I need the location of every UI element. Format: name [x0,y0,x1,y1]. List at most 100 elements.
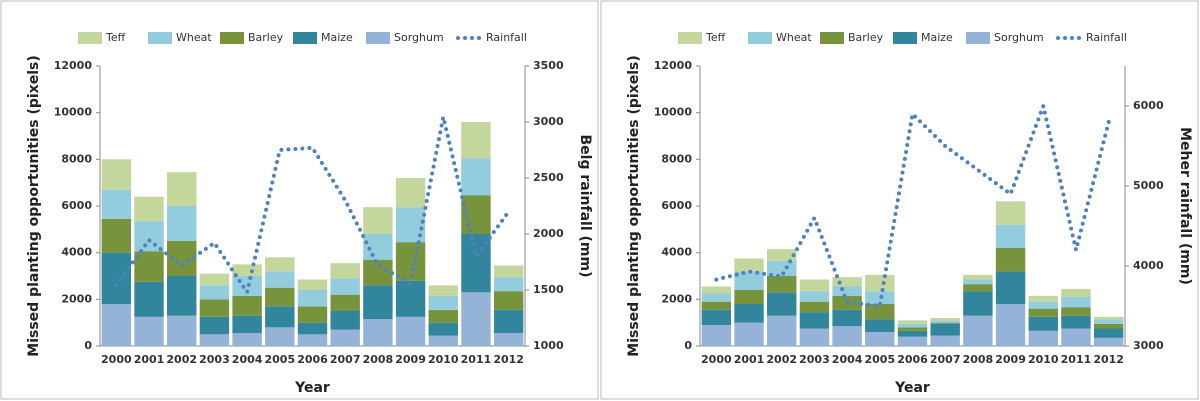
x-tick-label: 2005 [264,353,295,366]
bar-segment [799,328,830,346]
x-tick-label: 2012 [1093,353,1124,366]
bar-segment [134,281,164,317]
bar-segment [101,252,132,304]
bar-segment [865,332,895,346]
bar-segment [897,320,928,324]
bar-segment [461,292,491,346]
x-tick-label: 2009 [395,353,426,366]
bar-segment [232,295,262,316]
bar-segment [897,330,928,337]
bar-segment [297,290,328,307]
bar-segment [265,327,295,346]
bar-segment [199,316,230,335]
bar-segment [493,277,524,292]
x-tick-label: 2002 [166,353,197,366]
bar-segment [265,306,295,328]
bar-segment [701,325,732,346]
bar-segment [330,329,360,346]
bar-segment [930,322,960,324]
bar-segment [734,258,764,272]
bar-segment [799,301,830,313]
bar-segment [865,319,895,332]
bar-segment [1061,307,1091,316]
bar-segment [1061,297,1091,308]
legend-label: Rainfall [486,31,527,44]
y2-tick-label: 1000 [533,339,564,352]
chart-panel: 0 2000 4000 6000 8000 10000 12000 3000 4000 5000 6… [600,0,1199,400]
bar-segment [897,327,928,331]
rainfall-line [714,99,1111,309]
bar-segment [1028,330,1058,346]
y-tick-label: 10000 [654,106,693,119]
chart-panel: 0200040006000800010000120001000150020002… [0,0,599,400]
bar-segment [930,320,960,323]
x-tick-label: 2000 [101,353,132,366]
legend-marker [966,32,990,44]
bar-segment [1093,316,1124,320]
bar-segment [265,271,295,288]
bar-segment [199,285,230,300]
legend-marker [366,32,390,44]
legend-label: Teff [705,31,726,44]
legend-label: Rainfall [1086,31,1127,44]
legend-marker [220,32,244,44]
y-tick-label: 8000 [661,152,692,165]
bar-segment [134,251,164,282]
panel-border [600,0,1199,400]
y-tick-label: 8000 [61,152,92,165]
x-tick-label: 2010 [428,353,459,366]
x-tick-label: 2001 [134,353,165,366]
bar-segment [865,274,895,292]
bar-segment [330,263,360,279]
y2-tick-label: 2000 [533,227,564,240]
bar-segment [265,287,295,307]
bar-segment [395,178,426,208]
bar-segment [963,315,993,346]
legend-marker [893,32,917,44]
bar-segment [734,322,764,346]
y2-tick-label: 3000 [1133,339,1164,352]
y2-tick-label: 6000 [1133,99,1164,112]
x-tick-label: 2002 [766,353,797,366]
x-tick-label: 2012 [493,353,524,366]
bar-segment [832,326,862,346]
legend-marker [820,32,844,44]
y2-tick-label: 2500 [533,171,564,184]
y-tick-label: 6000 [661,199,692,212]
y-tick-label: 12000 [54,59,93,72]
bar-segment [167,315,197,346]
bar-segment [963,291,993,316]
bar-segment [832,286,862,296]
bar-segment [363,207,393,234]
bar-segment [167,172,197,206]
bar-segment [865,304,895,320]
bar-segment [493,333,524,346]
x-tick-label: 2005 [864,353,895,366]
legend-marker [293,32,317,44]
legend-label: Sorghum [994,31,1044,44]
bar-segment [799,291,830,302]
bar-segment [1061,315,1091,329]
bar-segment [101,304,132,346]
bar-segment [767,249,797,261]
legend-label: Sorghum [394,31,444,44]
bar-segment [930,323,960,336]
y-tick-label: 2000 [61,292,92,305]
bar-segment [167,206,197,241]
x-axis-title: Year [294,380,330,396]
x-tick-label: 2011 [1061,353,1092,366]
y2-axis-title: Belg rainfall (mm) [577,135,593,278]
bar-segment [395,280,426,317]
bar-segment [701,293,732,302]
bar-segment [1061,288,1091,297]
bar-segment [1093,328,1124,338]
bar-segment [995,201,1026,225]
bar-segment [930,318,960,321]
x-tick-label: 2004 [832,353,863,366]
bar-segment [1028,301,1058,309]
y-tick-label: 4000 [661,246,692,259]
y-tick-label: 10000 [54,106,93,119]
bar-segment [734,290,764,304]
